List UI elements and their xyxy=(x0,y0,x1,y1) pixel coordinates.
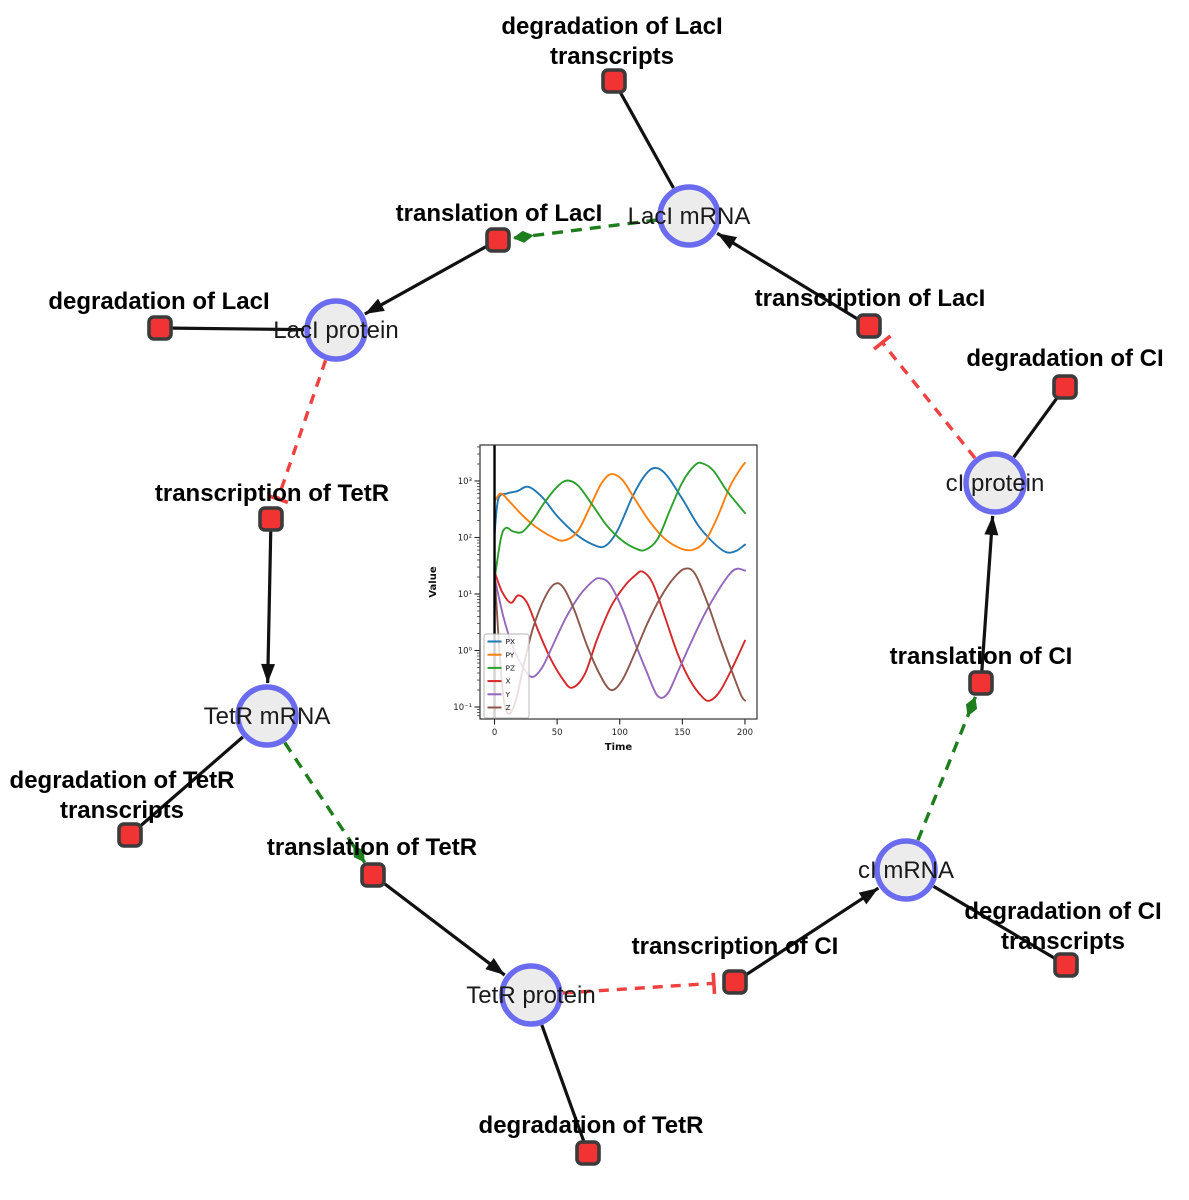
edge-reactant-ci-mrna-to-deg-ci-transcripts xyxy=(932,884,1057,961)
legend-label-PX: PX xyxy=(506,637,516,646)
plot-frame xyxy=(479,444,758,720)
reaction-node-deg-tetr[interactable] xyxy=(575,1140,601,1166)
series-line-Y xyxy=(493,567,746,699)
legend-label-PZ: PZ xyxy=(506,664,516,673)
y-tick-label: 10¹ xyxy=(458,590,472,600)
reaction-label-deg-ci: degradation of CI xyxy=(966,345,1163,372)
y-tick-label: 10⁻¹ xyxy=(453,703,472,713)
edge-reactant-laci-mrna-to-deg-laci-transcripts xyxy=(618,90,675,189)
reaction-node-deg-laci[interactable] xyxy=(147,315,173,341)
y-tick-label: 10⁰ xyxy=(458,647,473,657)
species-node-tetr-mrna[interactable] xyxy=(235,684,299,748)
legend-label-PY: PY xyxy=(506,650,515,659)
edge-modifier-laci-mrna-to-transl-laci xyxy=(512,218,658,243)
species-label-laci-mrna: LacI mRNA xyxy=(628,203,751,230)
reaction-node-deg-ci-transcripts[interactable] xyxy=(1053,952,1079,978)
species-node-ci-mrna[interactable] xyxy=(874,838,938,902)
reaction-node-tr-laci[interactable] xyxy=(856,313,882,339)
edge-product-tr-laci-to-laci-mrna xyxy=(716,231,860,322)
edge-reactant-tetr-protein-to-deg-tetr xyxy=(540,1024,586,1143)
species-label-ci-protein: cI protein xyxy=(946,470,1045,497)
x-axis-label: Time xyxy=(605,742,633,753)
reaction-node-transl-ci[interactable] xyxy=(968,670,994,696)
series-line-Z xyxy=(493,567,746,715)
reaction-node-deg-laci-transcripts[interactable] xyxy=(601,68,627,94)
reaction-label-tr-tetr: transcription of TetR xyxy=(155,480,389,507)
y-tick-label: 10³ xyxy=(458,477,472,487)
legend-label-Z: Z xyxy=(506,703,511,712)
edge-inhibition-tetr-protein-to-tr-ci xyxy=(562,972,717,995)
reaction-node-tr-tetr[interactable] xyxy=(258,506,284,532)
edge-product-tr-ci-to-ci-mrna xyxy=(744,886,880,977)
legend: PX PY PZ XYZ xyxy=(483,633,530,719)
species-node-ci-protein[interactable] xyxy=(963,451,1027,515)
reaction-node-transl-laci[interactable] xyxy=(485,227,511,253)
species-label-laci-protein: LacI protein xyxy=(273,317,398,344)
edge-product-transl-ci-to-ci-protein xyxy=(980,515,999,672)
y-tick-label: 10² xyxy=(458,534,472,544)
reaction-label-deg-tetr-transcripts: degradation of TetR transcripts xyxy=(10,767,235,824)
reaction-label-deg-laci-transcripts: degradation of LacI transcripts xyxy=(501,13,722,70)
edge-reactant-ci-protein-to-deg-ci xyxy=(1012,395,1060,459)
x-tick-label: 50 xyxy=(552,728,563,738)
x-tick-label: 0 xyxy=(492,728,497,738)
edge-inhibition-ci-protein-to-tr-laci xyxy=(872,334,977,460)
edge-modifier-tetr-mrna-to-transl-tetr xyxy=(283,741,367,864)
reaction-label-transl-ci: translation of CI xyxy=(890,643,1073,670)
reaction-node-transl-tetr[interactable] xyxy=(360,862,386,888)
edge-reactant-tetr-mrna-to-deg-tetr-transcripts xyxy=(138,735,244,829)
species-node-laci-mrna[interactable] xyxy=(657,184,721,248)
series-line-X xyxy=(493,570,746,702)
x-tick-label: 100 xyxy=(612,728,628,738)
edge-product-transl-laci-to-laci-protein xyxy=(364,244,489,316)
y-axis-label: Value xyxy=(428,566,439,597)
species-label-tetr-protein: TetR protein xyxy=(466,982,595,1009)
reaction-node-deg-ci[interactable] xyxy=(1052,374,1078,400)
reaction-node-deg-tetr-transcripts[interactable] xyxy=(117,822,143,848)
reaction-label-transl-tetr: translation of TetR xyxy=(267,834,477,861)
x-tick-label: 200 xyxy=(737,728,753,738)
reaction-nodes-layer xyxy=(117,68,1079,1166)
edge-product-transl-tetr-to-tetr-protein xyxy=(381,880,506,977)
reaction-label-deg-laci: degradation of LacI xyxy=(48,288,269,315)
edge-reactant-laci-protein-to-deg-laci xyxy=(171,326,305,332)
reaction-label-transl-laci: translation of LacI xyxy=(396,200,603,227)
species-node-tetr-protein[interactable] xyxy=(499,963,563,1027)
reaction-label-deg-tetr: degradation of TetR xyxy=(479,1112,704,1139)
edge-inhibition-laci-protein-to-tr-tetr xyxy=(267,359,328,505)
edges-layer xyxy=(138,90,1060,1143)
species-label-tetr-mrna: TetR mRNA xyxy=(204,703,331,730)
edge-product-tr-tetr-to-tetr-mrna xyxy=(261,530,276,684)
reaction-label-deg-ci-transcripts: degradation of CI transcripts xyxy=(964,898,1161,955)
species-label-ci-mrna: cI mRNA xyxy=(858,857,954,884)
reaction-label-tr-ci: transcription of CI xyxy=(632,933,839,960)
labels-layer: degradation of LacI transcripts translatio… xyxy=(10,13,1164,1139)
legend-label-X: X xyxy=(506,677,511,686)
series-line-PZ xyxy=(493,461,746,581)
edge-modifier-ci-mrna-to-transl-ci xyxy=(916,696,978,841)
series-line-PY xyxy=(493,461,746,552)
x-tick-label: 150 xyxy=(674,728,690,738)
legend-label-Y: Y xyxy=(505,690,511,699)
reaction-node-tr-ci[interactable] xyxy=(722,969,748,995)
series-line-PX xyxy=(493,467,746,554)
reaction-label-tr-laci: transcription of LacI xyxy=(755,285,986,312)
species-nodes-layer xyxy=(235,184,1027,1027)
species-node-laci-protein[interactable] xyxy=(304,298,368,362)
